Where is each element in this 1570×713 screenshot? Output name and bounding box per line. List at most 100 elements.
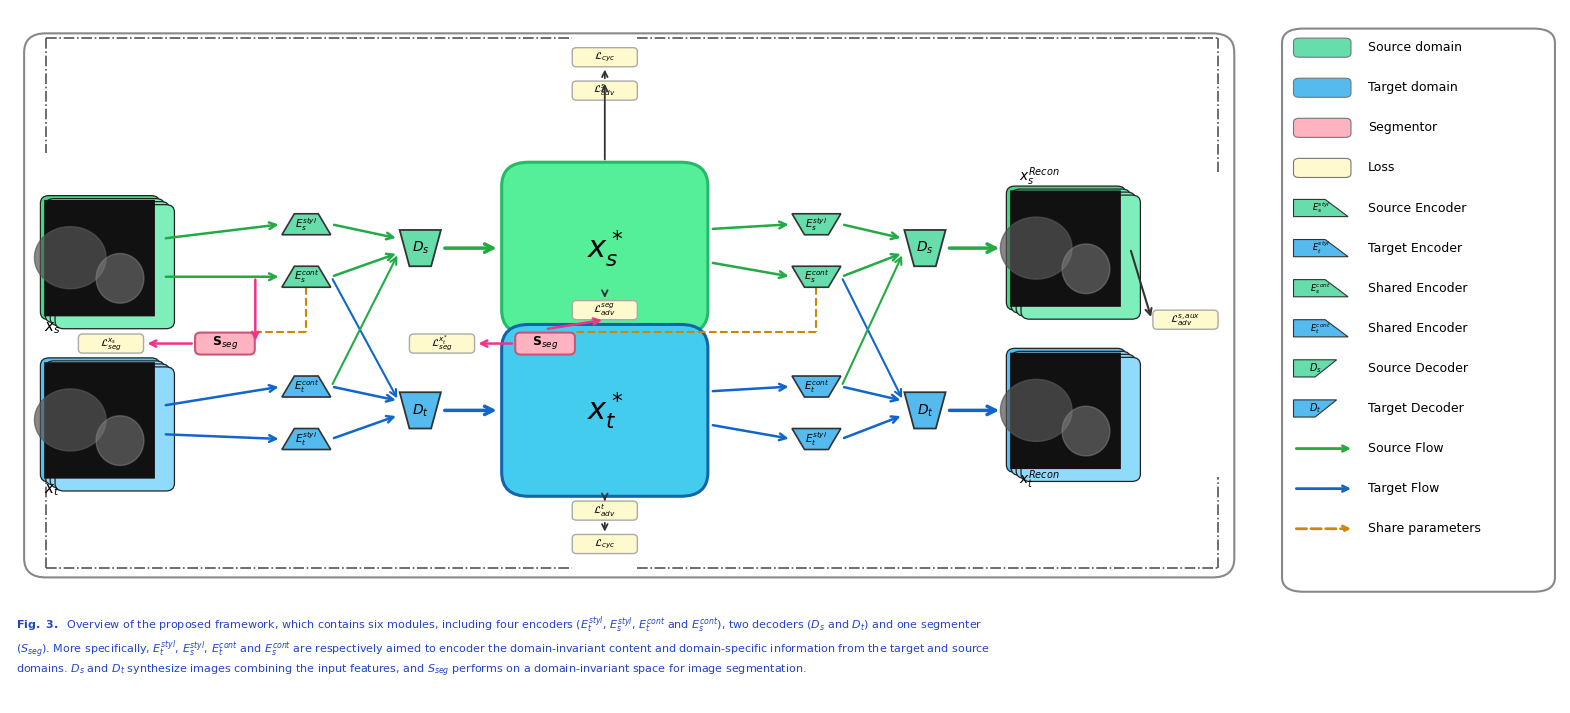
FancyBboxPatch shape — [1020, 357, 1140, 481]
FancyBboxPatch shape — [41, 195, 160, 319]
Text: $E_t^{styl}$: $E_t^{styl}$ — [1311, 240, 1330, 256]
Text: $E_s^{cont}$: $E_s^{cont}$ — [1311, 281, 1331, 296]
Polygon shape — [96, 254, 144, 303]
Polygon shape — [1294, 360, 1336, 377]
Polygon shape — [791, 214, 842, 235]
Text: $E_s^{cont}$: $E_s^{cont}$ — [804, 268, 829, 285]
Text: Shared Encoder: Shared Encoder — [1367, 322, 1468, 335]
Polygon shape — [1294, 200, 1349, 217]
FancyBboxPatch shape — [44, 200, 155, 317]
FancyBboxPatch shape — [1294, 78, 1350, 97]
FancyBboxPatch shape — [1294, 158, 1350, 178]
Polygon shape — [283, 376, 331, 397]
Polygon shape — [1000, 217, 1072, 279]
Text: Loss: Loss — [1367, 161, 1396, 175]
Polygon shape — [1061, 244, 1110, 294]
Text: $E_s^{styl}$: $E_s^{styl}$ — [805, 216, 827, 232]
FancyBboxPatch shape — [1006, 186, 1126, 310]
Polygon shape — [96, 416, 144, 466]
Text: $\mathcal{L}_{cyc}$: $\mathcal{L}_{cyc}$ — [593, 538, 615, 550]
Polygon shape — [791, 429, 842, 449]
Polygon shape — [400, 392, 441, 429]
Polygon shape — [1294, 240, 1349, 257]
Polygon shape — [904, 392, 945, 429]
FancyBboxPatch shape — [1283, 29, 1554, 592]
Text: $\mathcal{L}_{adv}^{seg}$: $\mathcal{L}_{adv}^{seg}$ — [593, 302, 615, 319]
FancyBboxPatch shape — [55, 367, 174, 491]
Text: $E_t^{styl}$: $E_t^{styl}$ — [805, 430, 827, 448]
Text: $E_t^{cont}$: $E_t^{cont}$ — [294, 378, 319, 395]
Text: Source domain: Source domain — [1367, 41, 1462, 54]
Polygon shape — [791, 376, 842, 397]
Text: Source Flow: Source Flow — [1367, 442, 1444, 455]
FancyBboxPatch shape — [50, 364, 170, 488]
FancyBboxPatch shape — [502, 324, 708, 496]
FancyBboxPatch shape — [502, 163, 708, 334]
Text: $\bf{Fig.\ 3.}$  Overview of the proposed framework, which contains six modules,: $\bf{Fig.\ 3.}$ Overview of the proposed… — [16, 615, 989, 679]
FancyBboxPatch shape — [1010, 353, 1121, 469]
Text: $E_s^{styl}$: $E_s^{styl}$ — [295, 216, 317, 232]
FancyBboxPatch shape — [1010, 190, 1121, 307]
Text: Shared Encoder: Shared Encoder — [1367, 282, 1468, 294]
Text: $D_s$: $D_s$ — [411, 240, 429, 256]
FancyBboxPatch shape — [1020, 195, 1140, 319]
FancyBboxPatch shape — [78, 334, 143, 353]
Polygon shape — [400, 230, 441, 266]
Text: $\mathcal{L}_{adv}^{s,aux}$: $\mathcal{L}_{adv}^{s,aux}$ — [1170, 312, 1201, 327]
Polygon shape — [1000, 379, 1072, 441]
FancyBboxPatch shape — [50, 202, 170, 326]
FancyBboxPatch shape — [1294, 38, 1350, 57]
Text: $D_t$: $D_t$ — [1309, 401, 1322, 416]
Polygon shape — [791, 266, 842, 287]
FancyBboxPatch shape — [1011, 352, 1130, 476]
Text: $x_t$: $x_t$ — [44, 483, 60, 498]
FancyBboxPatch shape — [1016, 192, 1135, 316]
Text: $D_s$: $D_s$ — [917, 240, 934, 256]
FancyBboxPatch shape — [1152, 310, 1218, 329]
FancyBboxPatch shape — [571, 535, 637, 553]
Text: $D_s$: $D_s$ — [1309, 361, 1322, 375]
Text: $D_t$: $D_t$ — [917, 402, 934, 419]
Text: $D_t$: $D_t$ — [411, 402, 429, 419]
Text: $\mathcal{L}_{cyc}$: $\mathcal{L}_{cyc}$ — [593, 51, 615, 64]
Text: $\mathbf{S}_{seg}$: $\mathbf{S}_{seg}$ — [532, 334, 559, 351]
Polygon shape — [1061, 406, 1110, 456]
Text: $x_s$: $x_s$ — [44, 320, 60, 336]
FancyBboxPatch shape — [515, 332, 575, 354]
Text: $E_s^{cont}$: $E_s^{cont}$ — [294, 268, 319, 285]
Text: $x_t^*$: $x_t^*$ — [587, 390, 623, 431]
Polygon shape — [283, 429, 331, 449]
FancyBboxPatch shape — [571, 501, 637, 520]
Text: $x_t^{Recon}$: $x_t^{Recon}$ — [1019, 468, 1060, 491]
FancyBboxPatch shape — [571, 81, 637, 100]
FancyBboxPatch shape — [44, 362, 155, 478]
Polygon shape — [283, 266, 331, 287]
Text: Source Decoder: Source Decoder — [1367, 362, 1468, 375]
FancyBboxPatch shape — [410, 334, 474, 353]
Text: Target domain: Target domain — [1367, 81, 1459, 94]
FancyBboxPatch shape — [571, 301, 637, 319]
FancyBboxPatch shape — [1294, 118, 1350, 138]
FancyBboxPatch shape — [55, 205, 174, 329]
FancyBboxPatch shape — [1006, 349, 1126, 473]
Text: $x_s^{Recon}$: $x_s^{Recon}$ — [1019, 165, 1060, 188]
FancyBboxPatch shape — [571, 48, 637, 67]
FancyBboxPatch shape — [46, 361, 165, 485]
Polygon shape — [35, 389, 107, 451]
Text: $\mathcal{L}_{adv}^{t}$: $\mathcal{L}_{adv}^{t}$ — [593, 502, 615, 519]
Polygon shape — [904, 230, 945, 266]
FancyBboxPatch shape — [46, 199, 165, 323]
Text: $x_s^*$: $x_s^*$ — [587, 227, 623, 269]
Text: Source Encoder: Source Encoder — [1367, 202, 1466, 215]
Polygon shape — [1294, 279, 1349, 297]
Text: Target Flow: Target Flow — [1367, 482, 1440, 495]
Text: $E_t^{cont}$: $E_t^{cont}$ — [804, 378, 829, 395]
Polygon shape — [1294, 400, 1336, 417]
FancyBboxPatch shape — [24, 34, 1234, 578]
Text: Target Decoder: Target Decoder — [1367, 402, 1463, 415]
FancyBboxPatch shape — [195, 332, 254, 354]
FancyBboxPatch shape — [1016, 354, 1135, 478]
FancyBboxPatch shape — [1011, 189, 1130, 313]
Polygon shape — [283, 214, 331, 235]
Polygon shape — [35, 227, 107, 289]
